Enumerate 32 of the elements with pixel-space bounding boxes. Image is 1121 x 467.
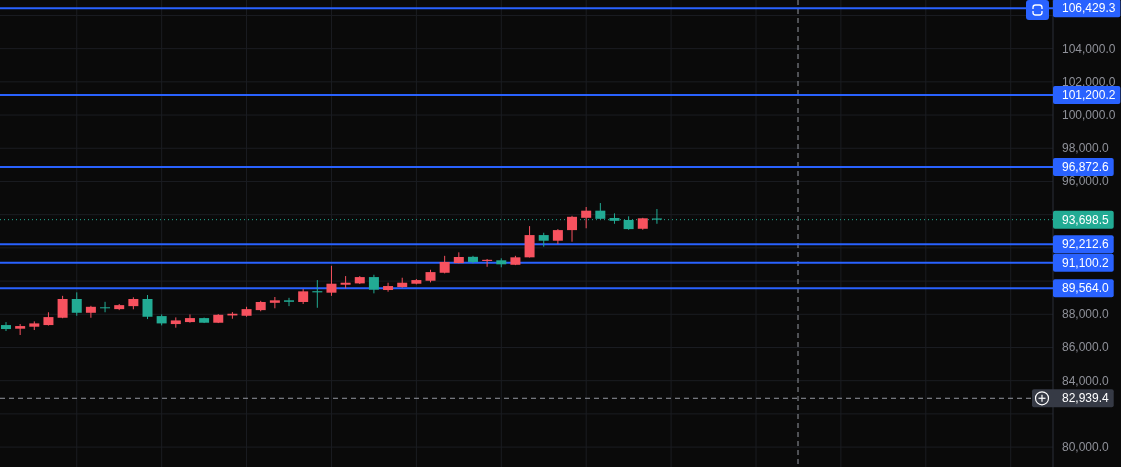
y-tick-label: 96,000.0: [1062, 174, 1110, 189]
candlestick: [269, 296, 280, 309]
ref-line-label: 101,200.2: [1062, 88, 1116, 103]
ref-line-label: 92,212.6: [1062, 237, 1110, 252]
candlestick: [567, 215, 578, 243]
y-tick-label: 102,000.0: [1062, 74, 1116, 89]
candlestick: [383, 282, 394, 293]
candlestick: [184, 313, 195, 324]
y-tick-label: 80,000.0: [1062, 440, 1110, 455]
candlestick: [284, 297, 295, 307]
candlestick: [524, 225, 535, 258]
candlestick: [326, 265, 337, 297]
y-tick-label: 98,000.0: [1062, 141, 1110, 156]
ref-line-label: 89,564.0: [1062, 281, 1110, 296]
ref-line-label: 93,698.5: [1062, 212, 1110, 227]
y-tick-label: 104,000.0: [1062, 41, 1116, 56]
y-tick-label: 100,000.0: [1062, 108, 1116, 123]
ref-line-label: 96,872.6: [1062, 159, 1110, 174]
candlestick: [100, 301, 111, 313]
candlestick: [651, 208, 662, 225]
candlestick: [581, 206, 592, 229]
ref-line-label: 106,429.3: [1062, 1, 1116, 16]
ref-line-label: 82,939.4: [1062, 391, 1110, 406]
candlestick: [71, 291, 82, 317]
y-tick-label: 84,000.0: [1062, 373, 1110, 388]
candlestick: [85, 305, 96, 319]
candlestick: [1, 321, 11, 332]
y-tick-label: 86,000.0: [1062, 340, 1110, 355]
ref-line-label: 91,100.2: [1062, 255, 1110, 270]
candlestick: [368, 274, 379, 294]
y-tick-label: 88,000.0: [1062, 307, 1110, 322]
candlestick: [142, 294, 153, 320]
